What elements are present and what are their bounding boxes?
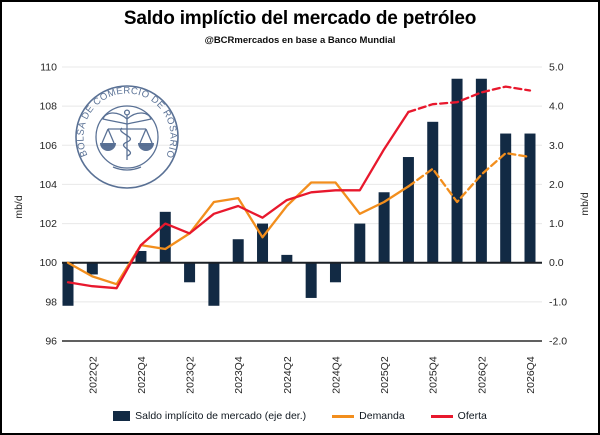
legend-item-oferta: Oferta bbox=[430, 410, 487, 422]
legend: Saldo implícito de mercado (eje der.) De… bbox=[2, 410, 598, 422]
oferta-line-dashed bbox=[407, 85, 532, 114]
logo-outer-ring bbox=[75, 85, 179, 189]
left-axis-unit-label: mb/d bbox=[13, 195, 25, 219]
legend-item-demanda: Demanda bbox=[332, 410, 405, 422]
saldo-bar-swatch bbox=[113, 411, 131, 421]
bar-2023Q4 bbox=[232, 239, 244, 263]
left-axis-tick: 110 bbox=[40, 62, 57, 74]
bar-2026Q2 bbox=[475, 78, 487, 263]
bar-2025Q3 bbox=[402, 157, 414, 263]
bar-2022Q1 bbox=[62, 262, 74, 306]
oferta-line-swatch bbox=[430, 414, 453, 418]
demanda-line-swatch bbox=[332, 414, 355, 418]
right-axis-tick: 2.0 bbox=[549, 179, 564, 191]
x-tick-2025Q4: 2025Q4 bbox=[428, 356, 440, 394]
right-axis-tick: 4.0 bbox=[549, 101, 564, 113]
bar-2022Q2 bbox=[86, 262, 98, 275]
left-axis-tick: 108 bbox=[39, 101, 57, 113]
x-tick-2026Q2: 2026Q2 bbox=[476, 356, 488, 394]
x-tick-2023Q2: 2023Q2 bbox=[185, 356, 197, 394]
x-tick-2026Q4: 2026Q4 bbox=[525, 356, 537, 394]
caduceus-scales-icon bbox=[100, 109, 154, 171]
demanda-line-dashed bbox=[407, 151, 532, 204]
bar-2026Q1 bbox=[451, 78, 463, 263]
bcr-logo: BOLSA DE COMERCIO DE ROSARIO bbox=[75, 85, 179, 189]
x-tick-2024Q2: 2024Q2 bbox=[282, 356, 294, 394]
legend-item-saldo: Saldo implícito de mercado (eje der.) bbox=[113, 410, 306, 422]
chart-marks: 2022Q2 2022Q4 2023Q2 2023Q4 2024Q2 2024Q4 2025… bbox=[62, 78, 542, 394]
legend-saldo-label: Saldo implícito de mercado (eje der.) bbox=[135, 410, 307, 422]
left-axis-tick: 100 bbox=[39, 257, 57, 269]
chart-title: Saldo implíctio del mercado de petróleo bbox=[123, 8, 477, 29]
left-axis-tick: 98 bbox=[45, 296, 57, 308]
right-axis-tick: 3.0 bbox=[549, 140, 564, 152]
bar-2023Q3 bbox=[208, 262, 220, 306]
right-axis-tick: 0.0 bbox=[549, 257, 564, 269]
bar-2026Q3 bbox=[500, 133, 512, 263]
bar-2025Q4 bbox=[427, 121, 439, 263]
left-axis-tick: 104 bbox=[39, 179, 57, 191]
chart-subtitle: @BCRmercados en base a Banco Mundial bbox=[204, 35, 396, 46]
left-axis-tick: 102 bbox=[39, 218, 57, 230]
logo-inner-ring bbox=[95, 105, 159, 169]
x-tick-2022Q4: 2022Q4 bbox=[136, 356, 148, 394]
right-axis-tick: 5.0 bbox=[549, 62, 564, 74]
gridlines: 110 5.0 108 4.0 106 3.0 104 2.0 102 1.0 100 0.0 98 -1… bbox=[39, 62, 567, 348]
bar-2024Q1 bbox=[257, 223, 269, 263]
bar-2025Q2 bbox=[378, 192, 390, 263]
x-tick-2024Q4: 2024Q4 bbox=[330, 356, 342, 394]
demanda-line-solid bbox=[66, 181, 410, 286]
bar-2022Q4 bbox=[135, 250, 147, 263]
x-tick-2022Q2: 2022Q2 bbox=[87, 356, 99, 394]
bar-2024Q4 bbox=[329, 262, 341, 283]
bar-2025Q1 bbox=[354, 223, 366, 263]
left-axis-tick: 96 bbox=[45, 336, 57, 348]
left-axis-tick: 106 bbox=[39, 140, 57, 152]
bar-2024Q2 bbox=[281, 254, 293, 263]
oferta-line-solid bbox=[66, 110, 410, 290]
bar-2024Q3 bbox=[305, 262, 317, 298]
x-tick-2023Q4: 2023Q4 bbox=[233, 356, 245, 394]
x-tick-2025Q2: 2025Q2 bbox=[379, 356, 391, 394]
right-axis-tick: -2.0 bbox=[549, 336, 567, 348]
right-axis-tick: -1.0 bbox=[549, 296, 567, 308]
bar-2023Q1 bbox=[159, 211, 171, 263]
right-axis-tick: 1.0 bbox=[549, 218, 564, 230]
legend-demanda-label: Demanda bbox=[359, 410, 405, 422]
right-axis-unit-label: mb/d bbox=[579, 192, 591, 216]
legend-oferta-label: Oferta bbox=[457, 410, 487, 422]
bar-2026Q4 bbox=[524, 133, 536, 263]
bar-2023Q2 bbox=[184, 262, 196, 283]
